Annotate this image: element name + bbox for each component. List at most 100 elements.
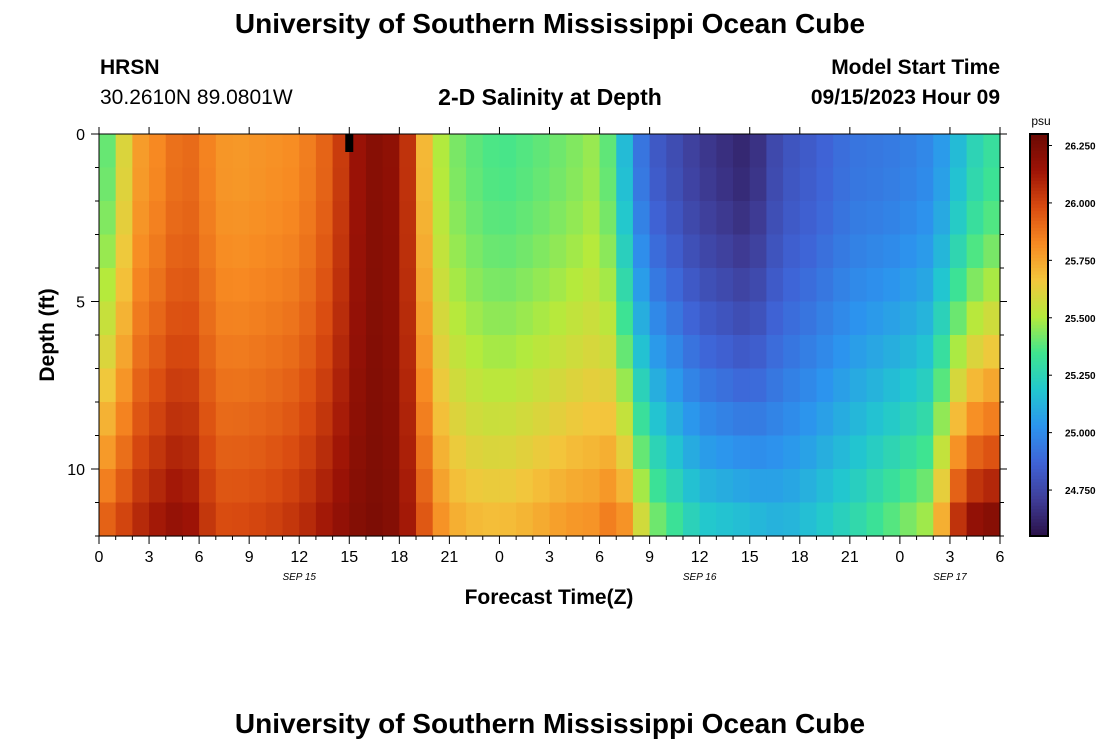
heatmap-cell <box>933 469 951 504</box>
x-tick-label: 12 <box>290 549 308 566</box>
heatmap-cell <box>449 502 467 537</box>
heatmap-cell <box>315 435 334 470</box>
heatmap-cell <box>382 469 400 504</box>
heatmap-cell <box>249 368 267 403</box>
heatmap-cell <box>382 301 400 336</box>
heatmap-cell <box>332 268 350 303</box>
heatmap-cell <box>432 335 450 370</box>
colorbar-segment <box>1030 385 1048 390</box>
heatmap-cell <box>933 368 951 403</box>
colorbar-segment <box>1030 257 1048 262</box>
heatmap-cell <box>349 301 367 336</box>
heatmap-cell <box>983 469 1001 504</box>
heatmap-cell <box>132 301 150 336</box>
heatmap-cell <box>632 234 651 269</box>
x-tick-label: 0 <box>495 549 504 566</box>
heatmap-cell <box>699 435 717 470</box>
heatmap-cell <box>849 335 868 370</box>
heatmap-cell <box>849 301 868 336</box>
heatmap-cell <box>466 301 484 336</box>
heatmap-cell <box>616 435 634 470</box>
heatmap-cell <box>799 435 818 470</box>
heatmap-cell <box>816 502 834 537</box>
heatmap-cell <box>165 167 184 202</box>
heatmap-cell <box>449 268 467 303</box>
heatmap-cell <box>315 502 334 537</box>
colorbar-segment <box>1030 455 1048 460</box>
heatmap-cell <box>332 402 350 437</box>
heatmap-cell <box>132 435 150 470</box>
heatmap-cell <box>332 435 350 470</box>
heatmap-cell <box>799 167 818 202</box>
heatmap-cell <box>682 167 701 202</box>
heatmap-cell <box>699 167 717 202</box>
heatmap-cell <box>282 268 300 303</box>
heatmap-cell <box>682 201 701 236</box>
heatmap-cell <box>883 469 901 504</box>
heatmap-cell <box>699 234 717 269</box>
heatmap-cell <box>866 268 884 303</box>
station-coordinates: 30.2610N 89.0801W <box>100 86 293 109</box>
colorbar-segment <box>1030 509 1048 514</box>
colorbar-segment <box>1030 247 1048 252</box>
heatmap-cell <box>399 502 417 537</box>
heatmap-cell <box>916 335 934 370</box>
heatmap-cell <box>282 134 300 169</box>
heatmap-cell <box>666 502 684 537</box>
heatmap-cell <box>99 469 117 504</box>
colorbar-segment <box>1030 187 1048 192</box>
heatmap-cell <box>249 335 267 370</box>
heatmap-cell <box>115 502 133 537</box>
colorbar-frame <box>1029 133 1049 537</box>
heatmap-cell <box>582 234 601 269</box>
heatmap-cell <box>849 435 868 470</box>
heatmap-cell <box>516 234 534 269</box>
colorbar-segment <box>1030 365 1048 370</box>
heatmap-cell <box>549 435 567 470</box>
heatmap-cell <box>632 335 651 370</box>
heatmap-cell <box>699 335 717 370</box>
heatmap-cell <box>566 402 584 437</box>
colorbar-segment <box>1030 335 1048 339</box>
colorbar-segment <box>1030 458 1048 463</box>
heatmap-cell <box>883 268 901 303</box>
heatmap-cell <box>249 167 267 202</box>
heatmap-cell <box>883 134 901 169</box>
heatmap-cell <box>933 402 951 437</box>
heatmap-cell <box>966 435 984 470</box>
x-tick-label: 15 <box>340 549 358 566</box>
colorbar-segment <box>1030 281 1048 286</box>
heatmap-cell <box>265 234 284 269</box>
heatmap-cell <box>232 234 250 269</box>
heatmap-cell <box>215 402 234 437</box>
colorbar-segment <box>1030 465 1048 470</box>
heatmap-cell <box>382 134 400 169</box>
heatmap-cell <box>115 435 133 470</box>
colorbar-tick-label: 25.250 <box>1065 371 1096 382</box>
heatmap-cell <box>549 201 567 236</box>
heatmap-cell <box>649 469 667 504</box>
heatmap-cell <box>616 234 634 269</box>
heatmap-cell <box>649 201 667 236</box>
heatmap-cell <box>232 167 250 202</box>
colorbar-segment <box>1030 388 1048 393</box>
heatmap-cell <box>199 301 217 336</box>
colorbar-segment <box>1030 190 1048 195</box>
heatmap-cell <box>115 134 133 169</box>
heatmap-cell <box>516 469 534 504</box>
heatmap-cell <box>816 368 834 403</box>
heatmap-cell <box>282 368 300 403</box>
date-label: SEP 16 <box>683 572 717 583</box>
heatmap-cell <box>382 335 400 370</box>
heatmap-cell <box>215 301 234 336</box>
heatmap-cell <box>199 268 217 303</box>
heatmap-cell <box>866 502 884 537</box>
heatmap-cell <box>182 234 200 269</box>
heatmap-cell <box>516 268 534 303</box>
colorbar-segment <box>1030 479 1048 483</box>
colorbar-segment <box>1030 442 1048 447</box>
colorbar-segment <box>1030 408 1048 413</box>
heatmap-cell <box>482 201 501 236</box>
heatmap-cell <box>883 301 901 336</box>
heatmap-cell <box>265 301 284 336</box>
